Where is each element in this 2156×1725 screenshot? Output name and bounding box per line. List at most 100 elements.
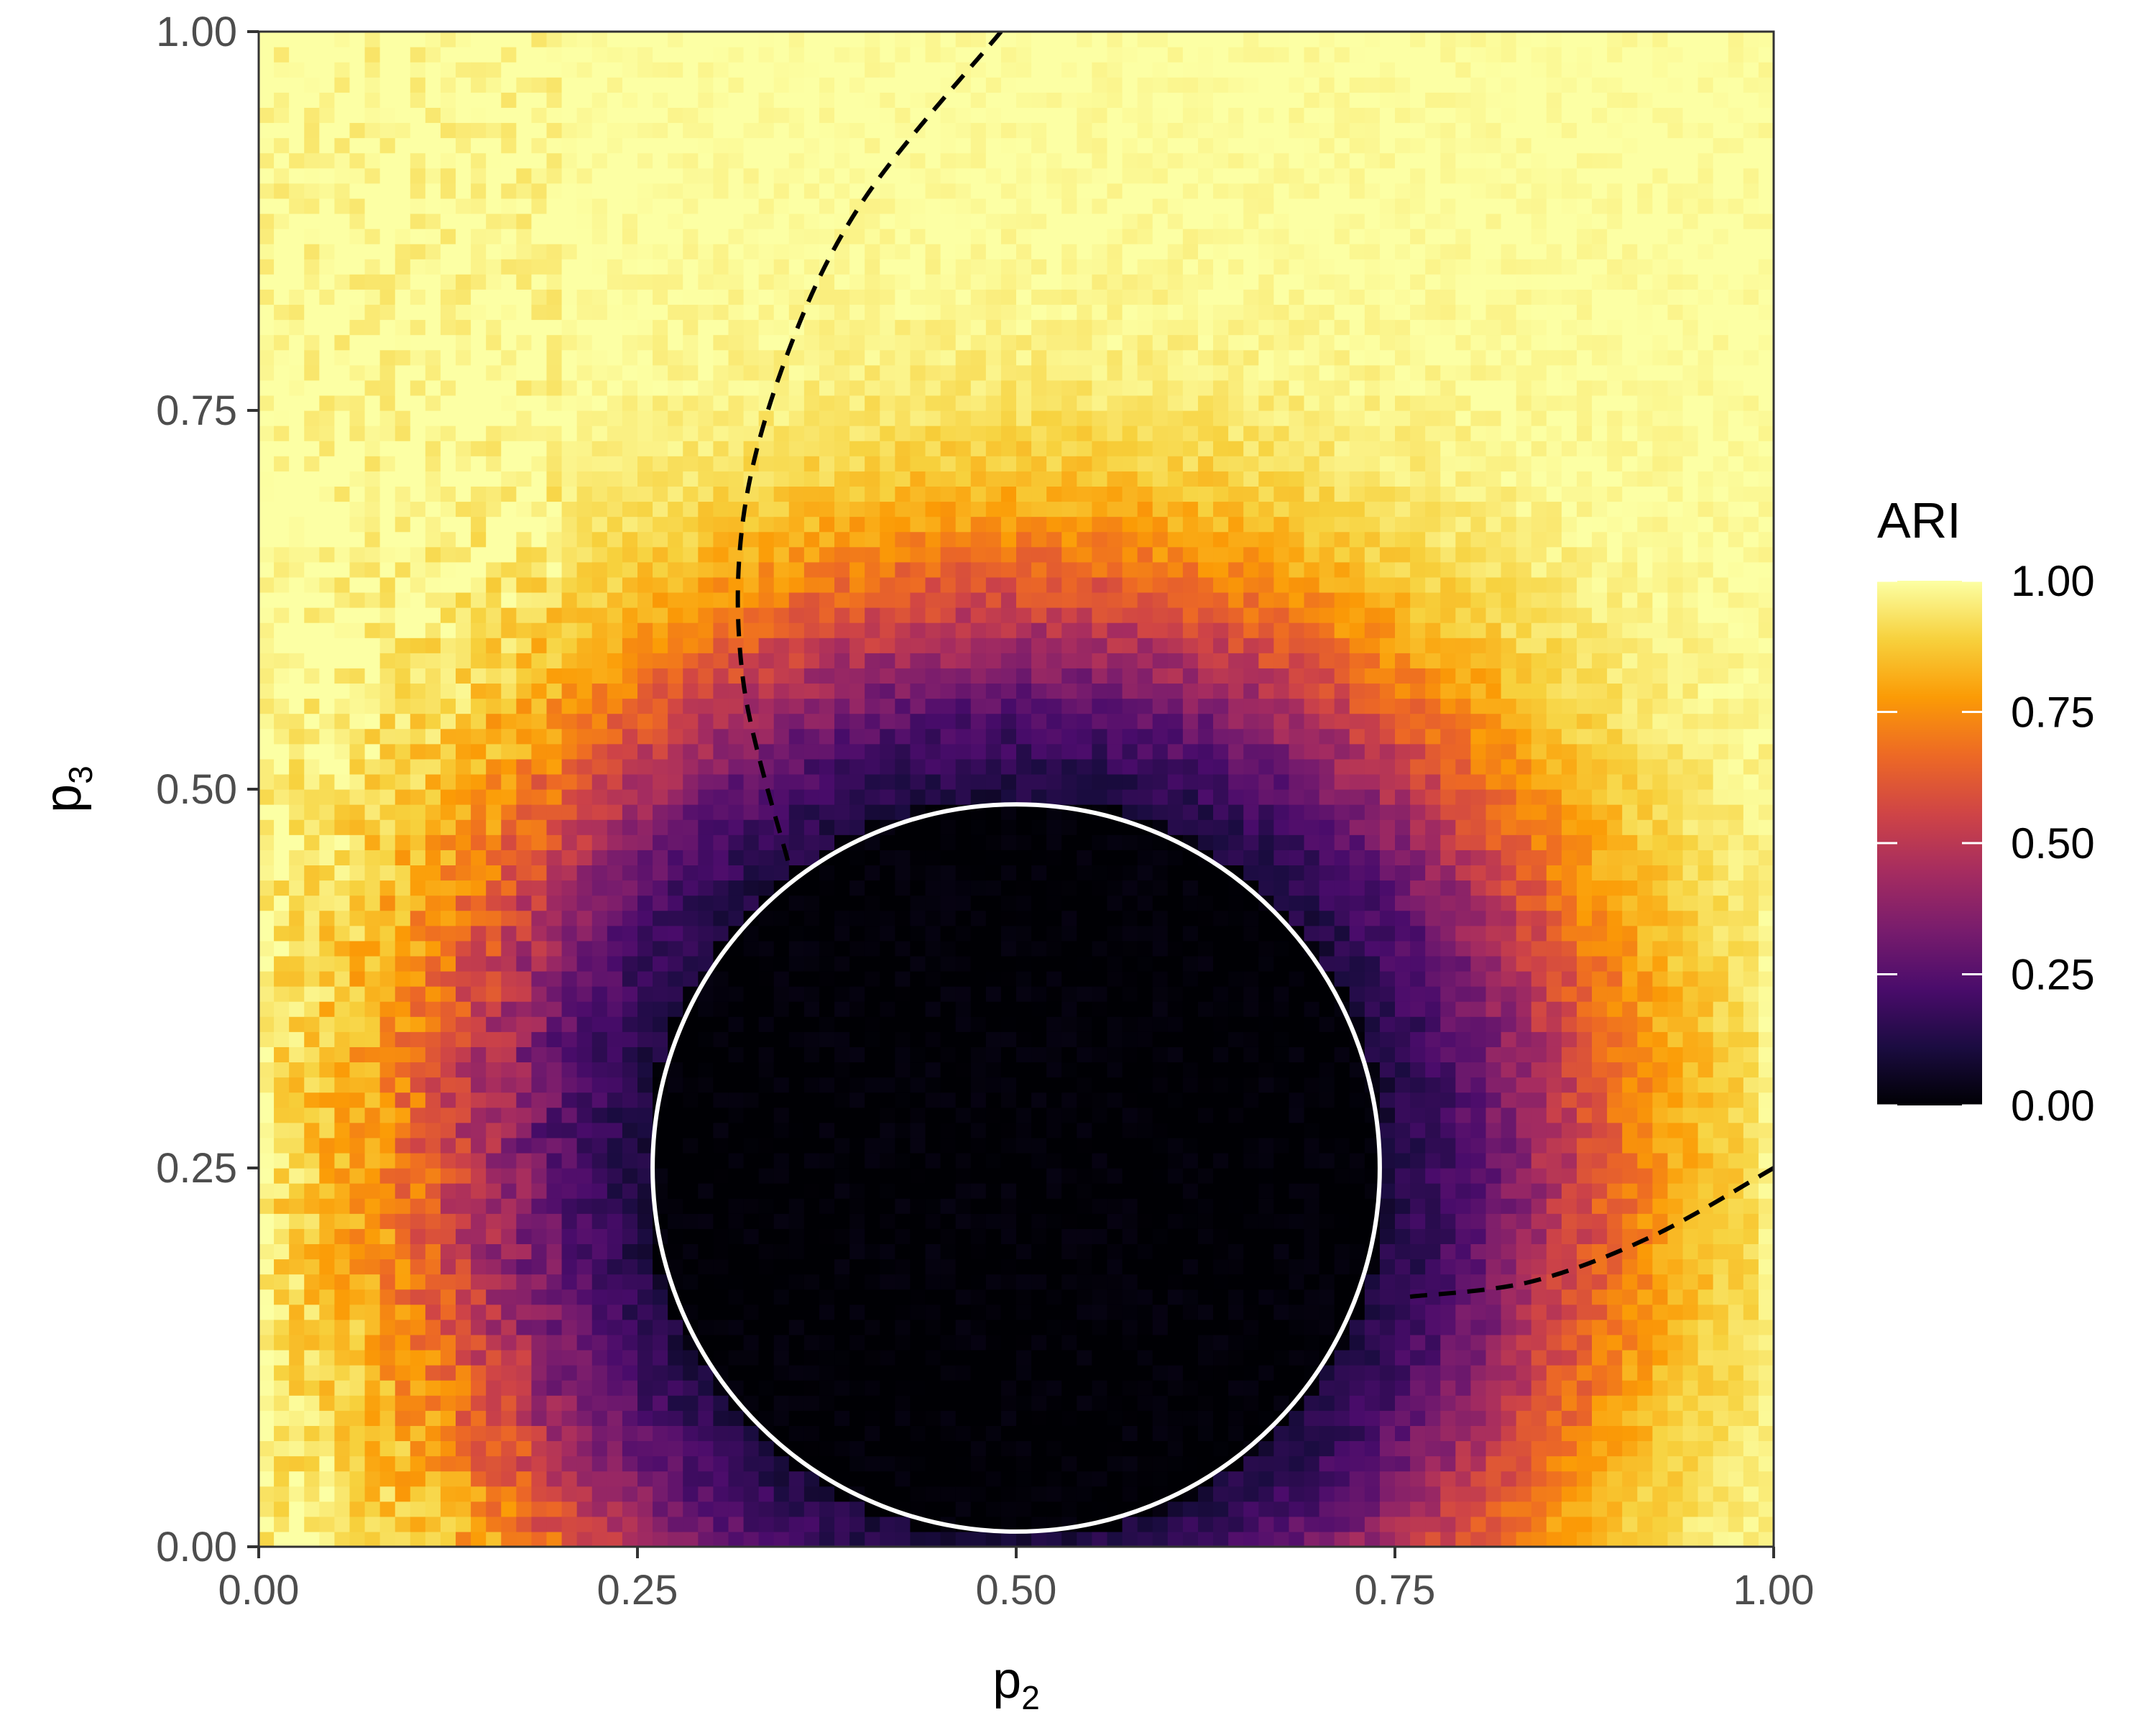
heatmap-cell [985,910,1002,926]
heatmap-cell [865,167,880,184]
heatmap-cell [940,349,957,366]
heatmap-cell [259,213,275,229]
heatmap-cell [1000,638,1017,653]
heatmap-cell [516,1289,533,1305]
heatmap-cell [319,576,335,593]
heatmap-cell [803,1077,820,1093]
heatmap-cell [668,198,683,214]
heatmap-cell [501,1152,517,1169]
heatmap-cell [425,198,441,214]
heatmap-cell [379,970,396,987]
heatmap-cell [274,910,290,926]
heatmap-cell [895,728,911,745]
heatmap-cell [683,47,699,63]
heatmap-cell [698,758,714,775]
heatmap-cell [743,274,760,290]
heatmap-cell [395,441,411,456]
heatmap-cell [379,304,396,321]
heatmap-cell [1000,1183,1017,1199]
heatmap-cell [395,850,411,865]
heatmap-cell [304,1531,320,1547]
heatmap-cell [970,198,987,214]
heatmap-cell [395,880,411,896]
heatmap-cell [865,925,880,942]
heatmap-cell [910,364,926,381]
heatmap-cell [531,576,548,593]
heatmap-cell [985,531,1002,548]
heatmap-cell [940,1137,957,1154]
heatmap-cell [304,743,320,760]
heatmap-cell [486,380,502,396]
heatmap-cell [591,1137,608,1154]
heatmap-cell [319,653,335,668]
heatmap-cell [440,1228,456,1244]
heatmap-cell [501,304,517,321]
heatmap-cell [395,1046,411,1063]
heatmap-cell [319,531,335,548]
heatmap-cell [516,1213,533,1229]
heatmap-cell [728,773,745,790]
heatmap-cell [849,819,865,835]
heatmap-cell [349,1122,366,1138]
heatmap-cell [758,850,775,865]
heatmap-cell [379,244,396,259]
heatmap-cell [501,1228,517,1244]
heatmap-cell [743,1425,760,1442]
heatmap-cell [607,1122,623,1138]
heatmap-cell [486,77,502,93]
heatmap-cell [925,743,941,760]
heatmap-cell [668,471,683,487]
heatmap-cell [440,501,456,518]
heatmap-cell [561,395,578,411]
heatmap-cell [364,1046,381,1063]
heatmap-cell [364,516,381,533]
heatmap-cell [788,1001,805,1017]
heatmap-cell [364,1319,381,1335]
heatmap-cell [379,259,396,275]
heatmap-cell [561,683,578,699]
heatmap-cell [516,865,533,881]
heatmap-cell [788,561,805,578]
heatmap-cell [471,244,487,259]
heatmap-cell [834,1062,850,1078]
heatmap-cell [516,122,533,139]
heatmap-cell [940,1334,957,1351]
heatmap-cell [743,32,760,47]
heatmap-cell [319,1062,335,1078]
heatmap-cell [395,471,411,487]
heatmap-cell [865,1213,880,1229]
heatmap-cell [668,1486,683,1502]
heatmap-cell [274,1516,290,1532]
heatmap-cell [561,62,578,78]
heatmap-cell [849,167,865,184]
heatmap-cell [259,986,275,1002]
heatmap-cell [668,819,683,835]
heatmap-cell [955,773,972,790]
heatmap-cell [395,1031,411,1047]
heatmap-cell [940,1531,957,1547]
heatmap-cell [880,1274,895,1290]
heatmap-cell [561,728,578,745]
heatmap-cell [819,1304,835,1320]
heatmap-cell [456,653,471,668]
heatmap-cell [622,1259,638,1275]
heatmap-cell [410,1077,426,1093]
heatmap-cell [865,1455,880,1472]
heatmap-cell [274,819,290,835]
heatmap-cell [561,122,578,139]
heatmap-cell [607,653,623,668]
heatmap-cell [940,1395,957,1411]
heatmap-cell [501,789,517,805]
heatmap-cell [410,1152,426,1169]
heatmap-cell [940,955,957,972]
heatmap-cell [486,1380,502,1396]
heatmap-cell [713,349,729,366]
heatmap-cell [743,668,760,684]
heatmap-cell [440,1471,456,1487]
heatmap-cell [576,410,593,426]
heatmap-cell [910,925,926,942]
heatmap-cell [546,441,563,456]
heatmap-cell [955,955,972,972]
heatmap-cell [607,895,623,911]
heatmap-cell [758,349,775,366]
